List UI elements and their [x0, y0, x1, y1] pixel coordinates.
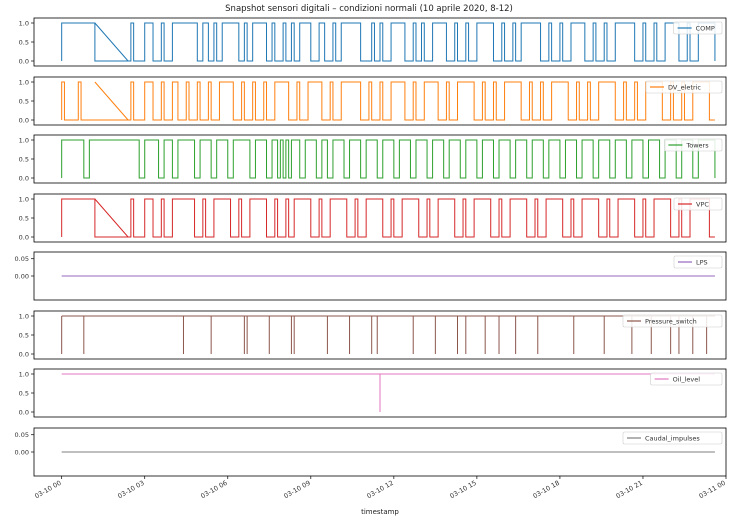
y-tick-label: 0.0 — [19, 57, 29, 65]
series-line — [61, 139, 716, 179]
series-ramp — [94, 22, 129, 62]
y-tick-label: 0.5 — [19, 214, 29, 222]
legend-box — [673, 255, 723, 269]
legend-label: LPS — [696, 259, 708, 267]
panel-lps: 0.00 0.05 LPS — [15, 251, 727, 301]
y-tick-label: 0.5 — [19, 38, 29, 46]
x-tick-label: 03-10 15 — [449, 479, 478, 501]
x-tick-label: 03-10 00 — [33, 479, 62, 501]
x-tick-label: 03-10 06 — [199, 479, 228, 501]
y-tick-label: 0.5 — [19, 331, 29, 339]
panel-vpc: 0.0 0.5 1.0 VPC — [19, 193, 727, 243]
y-tick-label: 0.5 — [19, 97, 29, 105]
legend-label: COMP — [696, 25, 715, 33]
legend-box — [664, 138, 723, 152]
panel-comp: 0.0 0.5 1.0 COMP — [19, 17, 727, 67]
legend-label: VPC — [696, 201, 709, 209]
panel-frame — [33, 193, 727, 243]
y-tick-label: 1.0 — [19, 370, 29, 378]
panel-dv-eletric: 0.0 0.5 1.0 DV_eletric — [19, 76, 727, 126]
y-tick-label: 0.05 — [15, 431, 29, 439]
panel-pressure-switch: 0.0 0.5 1.0 Pressure_switch — [19, 310, 727, 360]
legend-label: Pressure_switch — [645, 318, 697, 326]
legend: Towers — [664, 138, 723, 152]
y-tick-label: 0.5 — [19, 155, 29, 163]
y-tick-label: 1.0 — [19, 312, 29, 320]
y-tick-label: 1.0 — [19, 195, 29, 203]
legend: Pressure_switch — [622, 314, 723, 328]
legend-box — [650, 372, 723, 386]
panel-caudal-impulses: 0.00 0.05 Caudal_impulses — [15, 427, 727, 477]
legend-label: Towers — [685, 142, 709, 150]
legend-label: Caudal_impulses — [645, 435, 700, 443]
x-tick-label: 03-10 12 — [366, 479, 395, 501]
series-line — [61, 81, 715, 121]
y-tick-label: 0.5 — [19, 389, 29, 397]
legend-label: DV_eletric — [668, 84, 701, 92]
y-tick-label: 1.0 — [19, 78, 29, 86]
x-tick-label: 03-11 00 — [698, 479, 727, 501]
series-line — [61, 198, 715, 238]
y-tick-label: 0.0 — [19, 116, 29, 124]
x-tick-label: 03-10 03 — [116, 479, 145, 501]
panels-container: 0.0 0.5 1.0 COMP 0.0 0.5 1.0 DV_eletric 0.0 0.5 1.… — [15, 17, 727, 477]
panel-frame — [33, 310, 727, 360]
panel-frame — [33, 134, 727, 184]
legend: Oil_level — [650, 372, 723, 386]
legend: DV_eletric — [645, 80, 723, 94]
y-tick-label: 0.0 — [19, 350, 29, 358]
x-tick-label: 03-10 09 — [282, 479, 311, 501]
legend-box — [622, 431, 723, 445]
legend-label: Oil_level — [673, 376, 701, 384]
series-line — [61, 22, 716, 62]
panel-oil-level: 0.0 0.5 1.0 Oil_level — [19, 368, 727, 418]
x-tick-label: 03-10 21 — [615, 479, 644, 501]
legend: LPS — [673, 255, 723, 269]
legend-box — [673, 197, 723, 211]
chart-title: Snapshot sensori digitali – condizioni n… — [225, 4, 513, 14]
y-tick-label: 0.0 — [19, 408, 29, 416]
y-tick-label: 0.00 — [15, 448, 29, 456]
series-ramp — [94, 81, 129, 121]
x-tick-label: 03-10 18 — [532, 479, 561, 501]
legend-box — [673, 21, 723, 35]
legend: VPC — [673, 197, 723, 211]
y-tick-label: 1.0 — [19, 19, 29, 27]
y-tick-label: 1.0 — [19, 136, 29, 144]
y-tick-label: 0.0 — [19, 174, 29, 182]
legend-box — [645, 80, 723, 94]
series-ramp — [94, 198, 129, 238]
x-axis: 03-10 00 03-10 03 03-10 06 03-10 09 03-10 12… — [33, 476, 727, 500]
x-axis-label: timestamp — [361, 508, 399, 516]
legend: COMP — [673, 21, 723, 35]
y-tick-label: 0.00 — [15, 272, 29, 280]
y-tick-label: 0.0 — [19, 233, 29, 241]
y-tick-label: 0.05 — [15, 255, 29, 263]
legend: Caudal_impulses — [622, 431, 723, 445]
panel-towers: 0.0 0.5 1.0 Towers — [19, 134, 727, 184]
legend-box — [622, 314, 723, 328]
